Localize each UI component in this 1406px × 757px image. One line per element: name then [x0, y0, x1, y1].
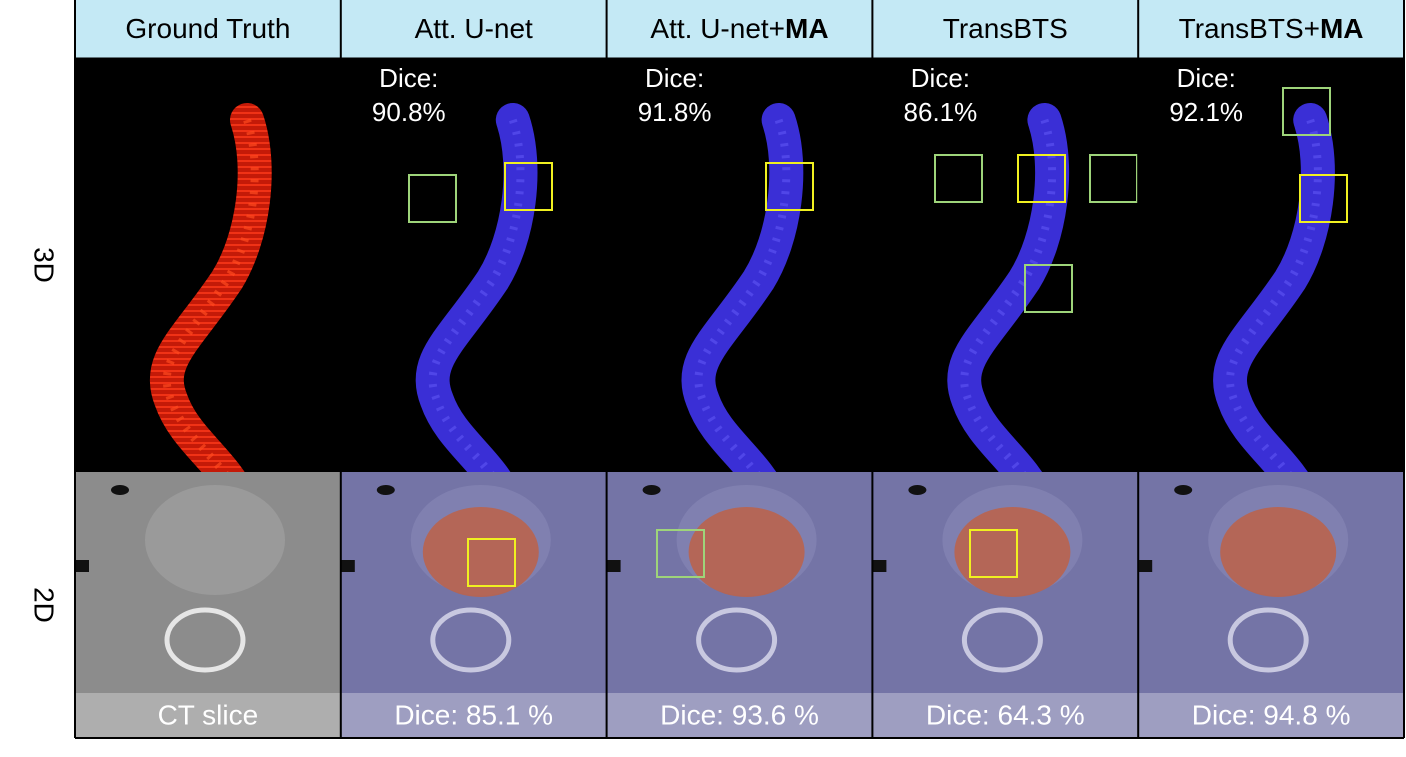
organ: [145, 485, 285, 595]
dark-spot: [1174, 485, 1193, 495]
caption: Dice: 64.3 %: [926, 699, 1085, 730]
header-bold: MA: [785, 13, 829, 44]
panel-2d: [75, 472, 341, 738]
panel-3d: [75, 58, 341, 472]
dark-spot: [908, 485, 927, 495]
caption-band: [606, 693, 873, 738]
highlight-box: [1282, 87, 1331, 136]
dice-label: Dice:: [1177, 63, 1236, 93]
column-header: Att. U-net+MA: [650, 13, 828, 44]
highlight-box: [1024, 264, 1073, 313]
row-label: 2D: [29, 587, 60, 623]
dice-value: 86.1%: [904, 97, 978, 127]
highlight-box: [656, 529, 705, 578]
dice-label: Dice:: [379, 63, 438, 93]
highlight-box: [969, 529, 1018, 578]
header-text: TransBTS+: [1179, 13, 1320, 44]
row-label: 3D: [29, 247, 60, 283]
highlight-box: [1299, 174, 1348, 223]
column-header: TransBTS: [943, 13, 1068, 44]
vertebra: [1227, 607, 1309, 673]
dice-value: 92.1%: [1169, 97, 1243, 127]
panel-2d: [606, 472, 873, 738]
vertebra: [164, 607, 246, 673]
highlight-box: [1089, 154, 1138, 203]
panel-grid: 3D 2D Ground Truth CT slice Att. U-net Dice: 9…: [29, 0, 1405, 739]
caption-band: [340, 693, 607, 738]
header-cell: [606, 0, 873, 58]
caption: Dice: 93.6 %: [660, 699, 819, 730]
panel-2d: [872, 472, 1139, 738]
caption: Dice: 85.1 %: [394, 699, 553, 730]
colon-shape: [415, 103, 538, 517]
column-header: Att. U-net: [415, 13, 533, 44]
dice-value: 90.8%: [372, 97, 446, 127]
caption-band: [75, 693, 341, 738]
highlight-box: [934, 154, 983, 203]
dice-value: 91.8%: [638, 97, 712, 127]
segmentation: [688, 507, 805, 597]
panel-3d: [872, 58, 1139, 472]
dice-label: Dice:: [645, 63, 704, 93]
dark-spot: [111, 485, 129, 495]
segmentation: [954, 507, 1071, 597]
dark-edge: [606, 560, 621, 572]
highlight-box: [504, 162, 553, 211]
header-text: TransBTS: [943, 13, 1068, 44]
caption: CT slice: [158, 699, 259, 730]
caption: Dice: 94.8 %: [1192, 699, 1351, 730]
header-cell: [340, 0, 607, 58]
colon-shape: [149, 103, 272, 517]
colon-3d: [947, 103, 1070, 517]
column-header: TransBTS+MA: [1179, 13, 1364, 44]
dark-edge: [1138, 560, 1153, 572]
dark-edge: [75, 560, 89, 572]
dice-label: Dice:: [911, 63, 970, 93]
header-cell: [872, 0, 1139, 58]
panel-3d: [1138, 58, 1404, 472]
dark-edge: [872, 560, 887, 572]
segmentation: [422, 507, 539, 597]
header-cell: [1138, 0, 1404, 58]
colon-shape: [681, 103, 804, 517]
column-header: Ground Truth: [125, 13, 290, 44]
vertebra: [696, 607, 778, 673]
vertebra: [430, 607, 512, 673]
panel-3d: [340, 58, 607, 472]
colon-3d: [681, 103, 804, 517]
dark-edge: [340, 560, 355, 572]
header-text: Ground Truth: [125, 13, 290, 44]
colon-shape: [947, 103, 1070, 517]
panel-2d: [1138, 472, 1404, 738]
caption-band: [872, 693, 1139, 738]
colon-3d: [415, 103, 538, 517]
dark-spot: [642, 485, 661, 495]
segmentation: [1220, 507, 1337, 597]
highlight-box: [1017, 154, 1066, 203]
header-cell: [75, 0, 341, 58]
colon-shape: [1213, 103, 1335, 517]
header-text: Att. U-net: [415, 13, 533, 44]
panel-3d: [606, 58, 873, 472]
highlight-box: [765, 162, 814, 211]
header-text: Att. U-net+: [650, 13, 785, 44]
highlight-box: [408, 174, 457, 223]
colon-3d: [1213, 103, 1335, 517]
caption-band: [1138, 693, 1404, 738]
vertebra: [961, 607, 1043, 673]
highlight-box: [467, 538, 516, 587]
dark-spot: [376, 485, 395, 495]
colon-3d: [149, 103, 272, 517]
panel-2d: [340, 472, 607, 738]
header-bold: MA: [1320, 13, 1364, 44]
